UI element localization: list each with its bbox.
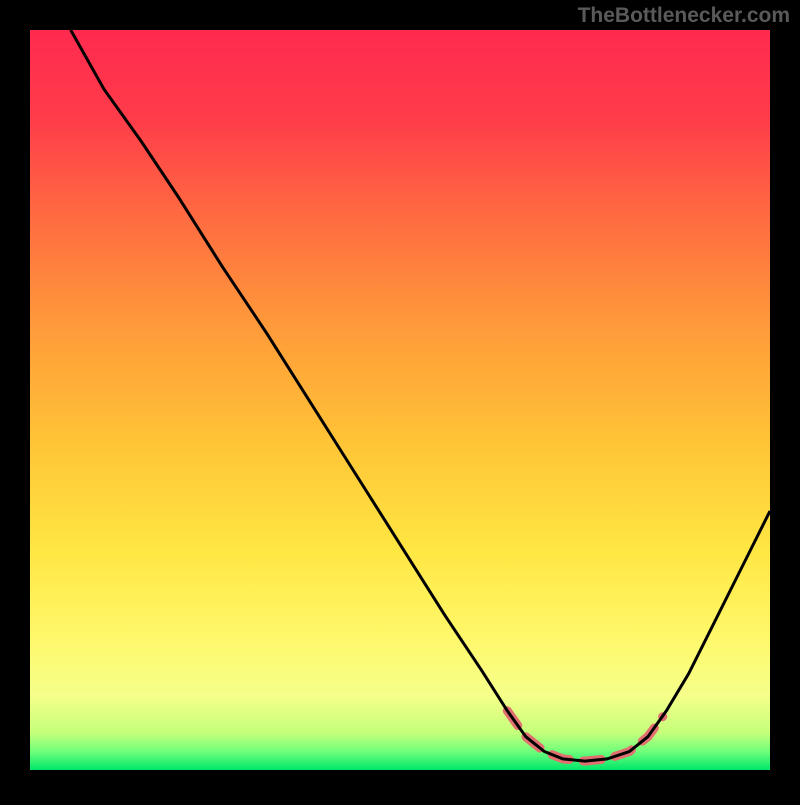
chart-svg bbox=[0, 0, 800, 800]
watermark-text: TheBottlenecker.com bbox=[578, 4, 790, 28]
bottleneck-chart: TheBottlenecker.com bbox=[0, 0, 800, 800]
